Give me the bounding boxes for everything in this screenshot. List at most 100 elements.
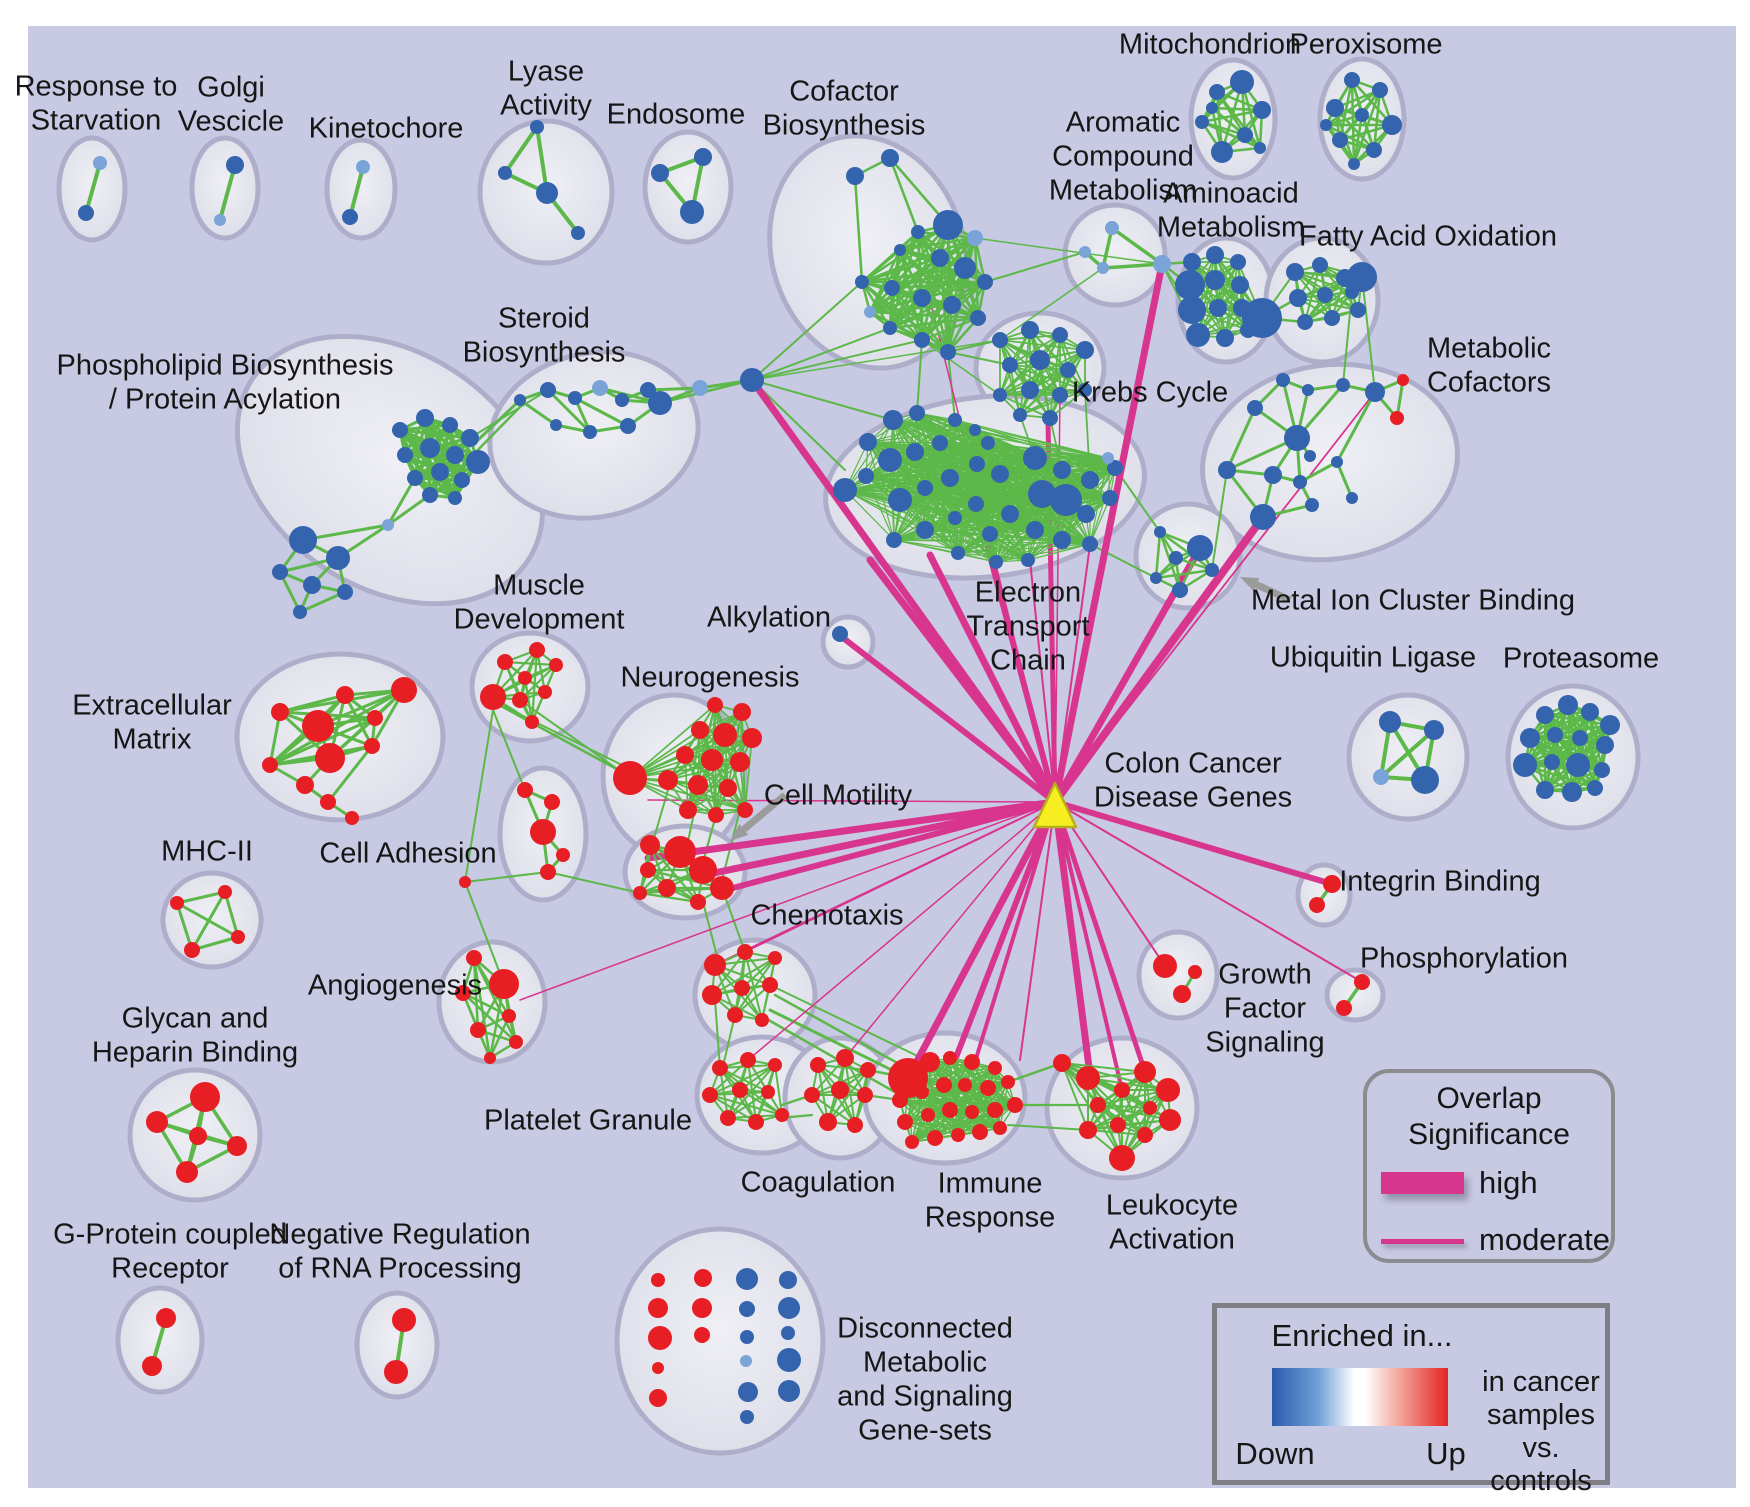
gene-set-node[interactable] (943, 296, 961, 314)
gene-set-node[interactable] (146, 1111, 168, 1133)
gene-set-node[interactable] (480, 684, 506, 710)
gene-set-node[interactable] (640, 382, 656, 398)
gene-set-node[interactable] (914, 332, 930, 348)
gene-set-node[interactable] (920, 1052, 940, 1072)
gene-set-node[interactable] (1021, 321, 1039, 339)
gene-set-node[interactable] (1284, 425, 1310, 451)
gene-set-node[interactable] (859, 433, 877, 451)
gene-set-node[interactable] (931, 249, 949, 267)
gene-set-node[interactable] (916, 521, 934, 539)
gene-set-node[interactable] (748, 1114, 764, 1130)
gene-set-node[interactable] (231, 930, 245, 944)
gene-set-node[interactable] (1173, 985, 1191, 1003)
gene-set-node[interactable] (1336, 1000, 1352, 1016)
gene-set-node[interactable] (1183, 253, 1201, 271)
gene-set-node[interactable] (651, 1273, 665, 1287)
gene-set-node[interactable] (1558, 695, 1578, 715)
gene-set-node[interactable] (847, 1117, 863, 1133)
gene-set-node[interactable] (734, 980, 750, 996)
gene-set-node[interactable] (1205, 270, 1225, 290)
gene-set-node[interactable] (1172, 582, 1188, 598)
gene-set-node[interactable] (1079, 246, 1091, 258)
gene-set-node[interactable] (710, 876, 734, 900)
gene-set-node[interactable] (713, 723, 737, 747)
gene-set-node[interactable] (364, 738, 380, 754)
gene-set-node[interactable] (1028, 480, 1056, 508)
gene-set-node[interactable] (1154, 526, 1166, 538)
gene-set-node[interactable] (742, 728, 762, 748)
gene-set-node[interactable] (1150, 572, 1162, 584)
gene-set-node[interactable] (680, 200, 704, 224)
gene-set-node[interactable] (740, 1330, 754, 1344)
gene-set-node[interactable] (1013, 408, 1027, 422)
gene-set-node[interactable] (176, 1161, 198, 1183)
gene-set-node[interactable] (651, 164, 669, 182)
gene-set-node[interactable] (512, 692, 528, 708)
gene-set-node[interactable] (1153, 255, 1171, 273)
gene-set-node[interactable] (969, 424, 981, 436)
gene-set-node[interactable] (1536, 781, 1554, 799)
gene-set-node[interactable] (1211, 141, 1233, 163)
gene-set-node[interactable] (459, 876, 471, 888)
gene-set-node[interactable] (392, 422, 408, 438)
gene-set-node[interactable] (1105, 221, 1119, 235)
gene-set-node[interactable] (326, 546, 350, 570)
gene-set-node[interactable] (1206, 246, 1224, 264)
gene-set-node[interactable] (1309, 897, 1325, 913)
gene-set-node[interactable] (1090, 1097, 1106, 1113)
gene-set-node[interactable] (1350, 302, 1366, 318)
gene-set-node[interactable] (367, 710, 383, 726)
gene-set-node[interactable] (894, 244, 906, 256)
gene-set-node[interactable] (888, 488, 912, 512)
gene-set-node[interactable] (1286, 263, 1304, 281)
gene-set-node[interactable] (702, 1087, 718, 1103)
gene-set-node[interactable] (142, 1356, 162, 1376)
gene-set-node[interactable] (768, 1058, 782, 1072)
gene-set-node[interactable] (296, 776, 314, 794)
gene-set-node[interactable] (940, 344, 956, 360)
gene-set-node[interactable] (525, 715, 539, 729)
gene-set-node[interactable] (1053, 531, 1071, 549)
gene-set-node[interactable] (1209, 84, 1225, 100)
gene-set-node[interactable] (540, 382, 556, 398)
gene-set-node[interactable] (1107, 460, 1123, 476)
gene-set-node[interactable] (489, 969, 519, 999)
gene-set-node[interactable] (1052, 387, 1068, 403)
gene-set-node[interactable] (951, 546, 965, 560)
gene-set-node[interactable] (1304, 450, 1316, 462)
gene-set-node[interactable] (1354, 974, 1370, 990)
gene-set-node[interactable] (846, 167, 864, 185)
gene-set-node[interactable] (529, 642, 545, 658)
gene-set-node[interactable] (1600, 715, 1620, 735)
gene-set-node[interactable] (442, 417, 458, 433)
gene-set-node[interactable] (730, 752, 750, 772)
gene-set-node[interactable] (1209, 299, 1227, 317)
gene-set-node[interactable] (640, 862, 656, 878)
gene-set-node[interactable] (740, 1410, 754, 1424)
gene-set-node[interactable] (948, 511, 962, 525)
gene-set-node[interactable] (1331, 456, 1343, 468)
gene-set-node[interactable] (1110, 1117, 1126, 1133)
gene-set-node[interactable] (1382, 115, 1402, 135)
gene-set-node[interactable] (761, 1085, 775, 1099)
gene-set-node[interactable] (1547, 727, 1563, 743)
gene-set-node[interactable] (969, 456, 985, 472)
gene-set-node[interactable] (740, 1052, 756, 1068)
gene-set-node[interactable] (857, 1087, 873, 1103)
gene-set-node[interactable] (819, 1113, 837, 1131)
gene-set-node[interactable] (864, 306, 876, 318)
gene-set-node[interactable] (1520, 728, 1540, 748)
gene-set-node[interactable] (689, 856, 717, 884)
gene-set-node[interactable] (658, 879, 676, 897)
gene-set-node[interactable] (156, 1308, 176, 1328)
gene-set-node[interactable] (707, 697, 723, 713)
gene-set-node[interactable] (613, 761, 647, 795)
gene-set-node[interactable] (549, 658, 563, 672)
gene-set-node[interactable] (1030, 350, 1050, 370)
gene-set-node[interactable] (262, 757, 278, 773)
gene-set-node[interactable] (226, 156, 244, 174)
gene-set-node[interactable] (1411, 766, 1439, 794)
gene-set-node[interactable] (271, 703, 289, 721)
gene-set-node[interactable] (897, 1114, 913, 1130)
gene-set-node[interactable] (446, 446, 464, 464)
